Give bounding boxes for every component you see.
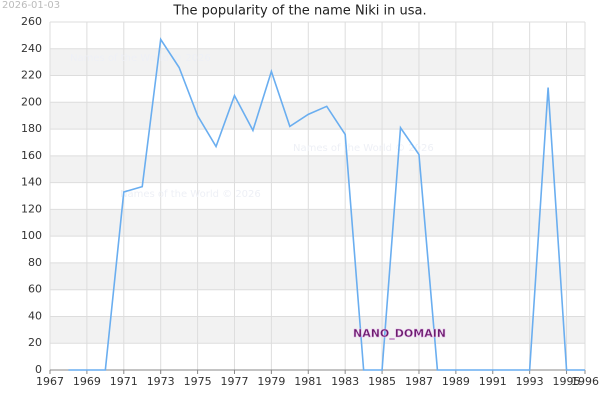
x-tick-label: 1993 (516, 375, 544, 388)
grid-band (50, 316, 585, 344)
annotation: Names of the World © 2026 (70, 53, 211, 64)
y-tick-label: 240 (21, 42, 42, 55)
x-tick-label: 1983 (331, 375, 359, 388)
x-tick-label: 1989 (442, 375, 470, 388)
y-tick-label: 60 (28, 283, 42, 296)
y-tick-label: 120 (21, 202, 42, 215)
watermark: NANO_DOMAIN (353, 327, 446, 340)
x-tick-label: 1977 (220, 375, 248, 388)
x-tick-label: 1971 (110, 375, 138, 388)
y-tick-label: 160 (21, 149, 42, 162)
y-tick-label: 260 (21, 15, 42, 28)
x-tick-label: 1987 (405, 375, 433, 388)
grid-band (50, 102, 585, 130)
y-tick-label: 140 (21, 176, 42, 189)
x-tick-label: 1996 (571, 375, 599, 388)
date-stamp: 2026-01-03 (2, 0, 60, 11)
y-tick-label: 80 (28, 256, 42, 269)
data-line (68, 37, 585, 371)
grid-band (50, 262, 585, 290)
grid-band (50, 209, 585, 237)
y-tick-label: 220 (21, 69, 42, 82)
x-tick-label: 1995 (553, 375, 581, 388)
y-tick-label: 100 (21, 229, 42, 242)
grid-band (50, 48, 585, 76)
x-tick-label: 1973 (147, 375, 175, 388)
y-tick-label: 200 (21, 95, 42, 108)
y-tick-label: 40 (28, 309, 42, 322)
chart-title: The popularity of the name Niki in usa. (172, 4, 426, 19)
annotation: Names of the World © 2026 (120, 189, 261, 200)
y-tick-label: 0 (35, 363, 42, 376)
x-tick-label: 1967 (36, 375, 64, 388)
x-tick-label: 1985 (368, 375, 396, 388)
x-tick-label: 1975 (184, 375, 212, 388)
x-tick-label: 1981 (294, 375, 322, 388)
x-tick-label: 1979 (257, 375, 285, 388)
annotation: Names of the World © 2026 (293, 143, 434, 154)
x-tick-label: 1969 (73, 375, 101, 388)
grid-band (50, 155, 585, 183)
y-tick-label: 180 (21, 122, 42, 135)
x-tick-label: 1991 (479, 375, 507, 388)
y-tick-label: 20 (28, 336, 42, 349)
